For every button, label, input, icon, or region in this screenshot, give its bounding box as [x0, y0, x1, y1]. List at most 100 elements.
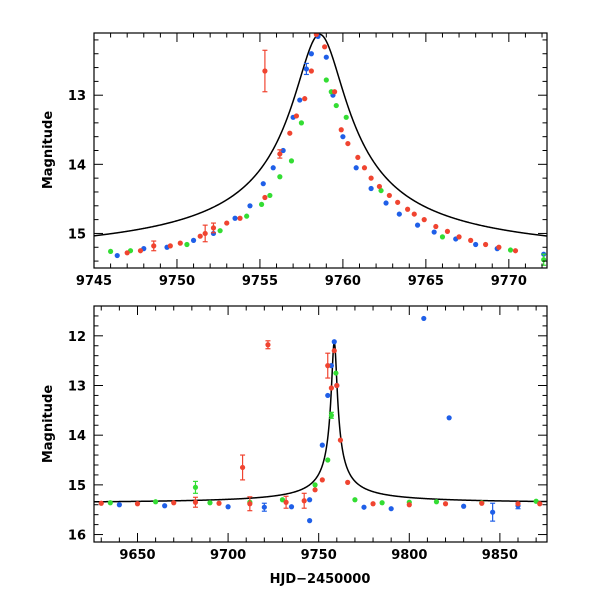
data-point-blue: [270, 165, 276, 171]
data-point-red: [325, 363, 331, 369]
data-point-red: [265, 342, 271, 348]
x-tick-label: 9750: [301, 548, 337, 563]
data-point-blue: [247, 203, 253, 209]
data-point-blue: [232, 215, 238, 221]
data-point-red: [224, 220, 230, 226]
x-tick-label: 9650: [119, 548, 155, 563]
data-point-red: [334, 382, 340, 389]
data-point-green: [207, 500, 213, 506]
data-point-red: [328, 385, 334, 391]
y-tick-label: 15: [68, 227, 86, 242]
data-point-red: [322, 44, 328, 50]
data-point-blue: [431, 229, 437, 235]
data-point-red: [444, 228, 451, 234]
y-tick-label: 13: [68, 379, 86, 394]
data-point-blue: [325, 392, 331, 399]
data-point-red: [98, 500, 104, 506]
data-point-green: [107, 500, 113, 506]
data-point-blue: [190, 237, 197, 243]
data-point-blue: [280, 147, 286, 154]
data-point-green: [192, 484, 199, 490]
data-point-red: [210, 225, 217, 231]
top-y-axis-label: Magnitude: [41, 111, 56, 190]
data-point-green: [379, 500, 385, 506]
data-point-blue: [331, 339, 337, 345]
data-point-red: [287, 130, 293, 136]
data-point-green: [439, 234, 446, 240]
data-point-green: [277, 174, 283, 180]
y-tick-label: 12: [68, 330, 86, 345]
data-point-green: [217, 228, 223, 234]
data-point-green: [298, 120, 305, 126]
y-tick-label: 15: [68, 479, 86, 494]
data-point-red: [433, 223, 439, 230]
data-point-green: [328, 412, 334, 418]
data-point-red: [332, 89, 338, 95]
data-point-red: [277, 151, 283, 157]
data-point-red: [216, 500, 222, 506]
data-point-blue: [388, 506, 394, 512]
data-point-blue: [307, 497, 313, 503]
data-point-green: [533, 498, 539, 504]
x-tick-label: 9770: [491, 274, 527, 289]
data-point-red: [151, 243, 157, 249]
data-point-green: [433, 499, 440, 505]
data-point-blue: [396, 211, 402, 217]
data-point-red: [202, 230, 208, 237]
data-point-blue: [353, 165, 359, 171]
data-point-green: [153, 499, 159, 505]
data-point-blue: [319, 442, 325, 448]
data-point-red: [171, 500, 177, 506]
data-point-red: [479, 500, 485, 506]
y-tick-label: 16: [68, 529, 86, 544]
data-point-red: [406, 502, 412, 508]
data-point-red: [361, 165, 368, 171]
data-point-blue: [116, 502, 122, 508]
data-point-red: [537, 501, 543, 507]
data-point-green: [343, 114, 349, 120]
data-point-red: [386, 192, 392, 199]
data-point-red: [301, 498, 307, 504]
y-tick-label: 14: [68, 429, 86, 444]
model-curve: [94, 33, 547, 237]
data-point-blue: [260, 181, 266, 187]
data-point-red: [421, 217, 427, 223]
bottom-y-axis-label: Magnitude: [41, 385, 56, 464]
data-point-green: [352, 497, 358, 503]
data-point-red: [177, 240, 183, 246]
data-point-green: [323, 77, 329, 83]
data-point-red: [512, 248, 519, 254]
data-point-blue: [361, 504, 367, 510]
x-tick-label: 9755: [242, 274, 278, 289]
data-point-red: [355, 154, 361, 161]
data-point-red: [302, 96, 308, 102]
data-point-blue: [308, 51, 314, 57]
data-point-blue: [261, 504, 267, 510]
model-curve: [94, 340, 547, 503]
x-tick-label: 9700: [210, 548, 246, 563]
data-point-red: [376, 183, 383, 190]
data-point-blue: [383, 200, 389, 206]
data-point-red: [308, 68, 314, 74]
x-tick-label: 9760: [325, 274, 361, 289]
data-point-green: [184, 241, 190, 248]
data-point-red: [345, 140, 351, 147]
data-point-blue: [210, 230, 217, 237]
data-point-red: [293, 113, 300, 119]
data-point-blue: [490, 509, 496, 515]
data-point-red: [167, 243, 173, 249]
data-point-red: [345, 479, 351, 485]
data-point-red: [237, 215, 243, 221]
x-tick-label: 9850: [482, 548, 518, 563]
data-point-green: [325, 457, 331, 463]
data-point-red: [331, 348, 337, 354]
data-point-green: [507, 247, 514, 253]
data-point-red: [337, 437, 344, 443]
data-point-green: [333, 370, 339, 376]
data-point-red: [239, 464, 246, 471]
data-point-green: [378, 187, 384, 194]
x-axis-label: HJD−2450000: [270, 572, 371, 587]
data-point-red: [338, 127, 344, 133]
data-point-blue: [414, 222, 421, 228]
